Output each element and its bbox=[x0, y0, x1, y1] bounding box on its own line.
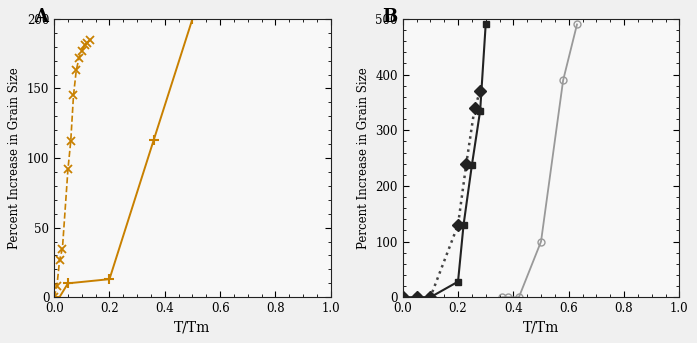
Y-axis label: Percent Increase in Grain Size: Percent Increase in Grain Size bbox=[8, 67, 22, 249]
Text: B: B bbox=[382, 8, 397, 26]
X-axis label: T/Tm: T/Tm bbox=[174, 321, 210, 335]
X-axis label: T/Tm: T/Tm bbox=[523, 321, 559, 335]
Y-axis label: Percent Increase in Grain Size: Percent Increase in Grain Size bbox=[357, 67, 370, 249]
Text: A: A bbox=[35, 8, 49, 26]
